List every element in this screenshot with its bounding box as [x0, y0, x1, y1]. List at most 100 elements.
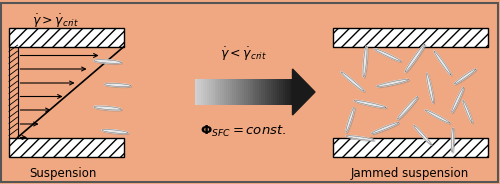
- Bar: [201, 79, 204, 105]
- Polygon shape: [405, 44, 425, 72]
- Bar: [332, 137, 488, 157]
- Polygon shape: [94, 60, 121, 63]
- Bar: [277, 79, 280, 105]
- Text: $\dot{\gamma} < \dot{\gamma}_{crit}$: $\dot{\gamma} < \dot{\gamma}_{crit}$: [220, 45, 267, 63]
- Polygon shape: [378, 80, 410, 88]
- Polygon shape: [452, 89, 464, 114]
- Bar: [232, 79, 235, 105]
- Bar: [218, 79, 222, 105]
- Bar: [252, 79, 254, 105]
- Polygon shape: [94, 60, 121, 63]
- Bar: [208, 79, 212, 105]
- Bar: [210, 79, 214, 105]
- Polygon shape: [364, 47, 368, 78]
- Bar: [250, 79, 252, 105]
- Polygon shape: [454, 69, 475, 84]
- Text: $\boldsymbol{\Phi}_{SFC} = \mathit{const.}$: $\boldsymbol{\Phi}_{SFC} = \mathit{const…: [200, 124, 286, 139]
- Bar: [197, 79, 200, 105]
- Polygon shape: [434, 51, 451, 75]
- Bar: [281, 79, 283, 105]
- Polygon shape: [372, 123, 400, 135]
- Polygon shape: [103, 131, 129, 135]
- Polygon shape: [346, 136, 374, 140]
- Bar: [205, 79, 208, 105]
- Bar: [258, 79, 260, 105]
- Bar: [195, 79, 198, 105]
- Polygon shape: [355, 101, 387, 109]
- Polygon shape: [341, 72, 364, 91]
- Bar: [263, 79, 266, 105]
- Bar: [282, 79, 286, 105]
- Polygon shape: [452, 88, 464, 112]
- Polygon shape: [372, 123, 398, 134]
- Polygon shape: [398, 98, 418, 120]
- Polygon shape: [342, 73, 365, 92]
- Bar: [199, 79, 202, 105]
- Polygon shape: [434, 51, 451, 75]
- Polygon shape: [354, 100, 386, 108]
- Bar: [284, 79, 288, 105]
- Polygon shape: [415, 126, 432, 146]
- Polygon shape: [426, 73, 434, 103]
- Bar: [236, 79, 239, 105]
- Polygon shape: [104, 84, 130, 86]
- Polygon shape: [363, 46, 367, 77]
- Polygon shape: [376, 50, 402, 62]
- Bar: [9, 47, 18, 137]
- Polygon shape: [452, 129, 454, 153]
- Bar: [254, 79, 256, 105]
- Polygon shape: [95, 107, 122, 111]
- Polygon shape: [426, 110, 450, 123]
- Polygon shape: [456, 70, 476, 85]
- Polygon shape: [414, 125, 431, 145]
- Bar: [212, 79, 216, 105]
- Polygon shape: [341, 72, 364, 91]
- Polygon shape: [376, 79, 408, 87]
- Polygon shape: [452, 128, 454, 152]
- Polygon shape: [452, 128, 454, 152]
- Bar: [214, 79, 218, 105]
- Polygon shape: [463, 100, 472, 123]
- Text: Jammed suspension: Jammed suspension: [351, 167, 469, 180]
- Bar: [275, 79, 278, 105]
- Polygon shape: [346, 108, 354, 132]
- Polygon shape: [347, 109, 355, 133]
- Polygon shape: [95, 61, 122, 64]
- Polygon shape: [354, 100, 386, 108]
- Polygon shape: [374, 49, 400, 61]
- Polygon shape: [374, 49, 400, 61]
- Bar: [226, 79, 229, 105]
- Polygon shape: [94, 106, 121, 110]
- Bar: [332, 27, 488, 47]
- Bar: [206, 79, 210, 105]
- Bar: [244, 79, 246, 105]
- Bar: [238, 79, 241, 105]
- Bar: [248, 79, 250, 105]
- Polygon shape: [428, 74, 434, 104]
- Polygon shape: [406, 45, 426, 73]
- Bar: [222, 79, 225, 105]
- Bar: [9, 137, 124, 157]
- Bar: [203, 79, 206, 105]
- Polygon shape: [435, 52, 452, 76]
- Bar: [242, 79, 245, 105]
- Polygon shape: [398, 97, 417, 119]
- Bar: [288, 79, 292, 105]
- Bar: [262, 79, 264, 105]
- Polygon shape: [464, 101, 473, 124]
- Bar: [265, 79, 268, 105]
- Polygon shape: [347, 137, 375, 141]
- Polygon shape: [376, 79, 408, 87]
- Polygon shape: [414, 125, 431, 145]
- Polygon shape: [363, 46, 367, 77]
- Text: Suspension: Suspension: [29, 167, 96, 180]
- Bar: [220, 79, 224, 105]
- Bar: [228, 79, 231, 105]
- Bar: [260, 79, 262, 105]
- Polygon shape: [102, 130, 128, 133]
- Polygon shape: [426, 73, 434, 103]
- Bar: [269, 79, 272, 105]
- Polygon shape: [346, 108, 354, 132]
- Bar: [234, 79, 237, 105]
- Polygon shape: [454, 69, 475, 84]
